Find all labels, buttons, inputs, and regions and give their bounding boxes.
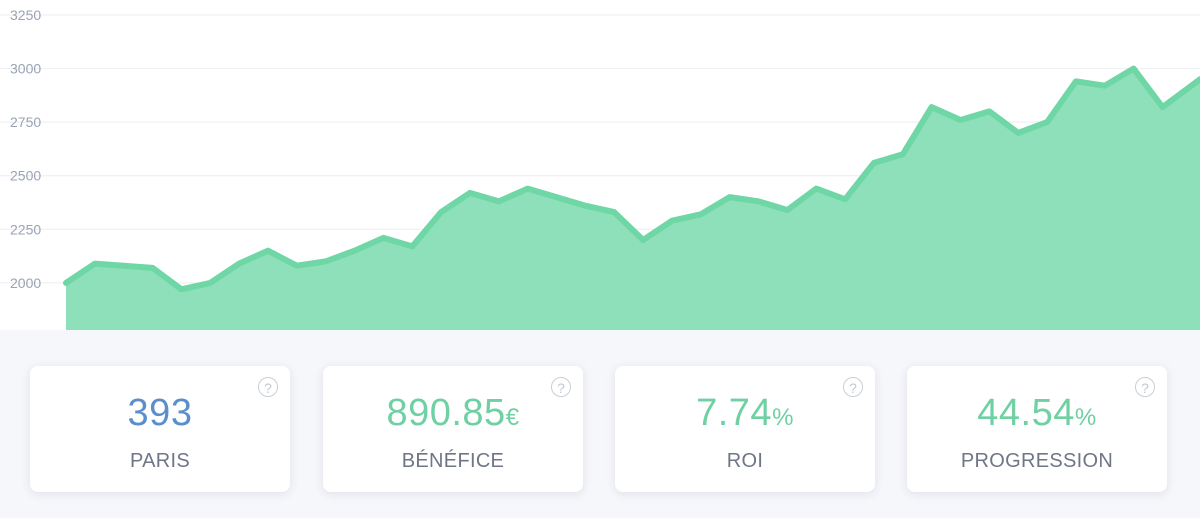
data-point [179, 287, 183, 291]
stat-label: PARIS [129, 450, 191, 472]
y-tick-label: 2000 [10, 275, 41, 291]
data-point [814, 187, 818, 191]
data-point [728, 195, 732, 199]
stat-value: 393 [30, 392, 290, 435]
data-point [93, 262, 97, 266]
data-point [1103, 84, 1107, 88]
data-point [324, 259, 328, 263]
help-circle-icon[interactable]: ? [551, 377, 571, 397]
data-point [583, 204, 587, 208]
data-point [930, 105, 934, 109]
help-circle-icon[interactable]: ? [258, 377, 278, 397]
stat-number: 44.54 [977, 392, 1075, 434]
data-point [959, 118, 963, 122]
data-point [641, 238, 645, 242]
data-point [64, 281, 68, 285]
data-point [1016, 131, 1020, 135]
data-point [757, 199, 761, 203]
data-point [843, 197, 847, 201]
data-point [612, 210, 616, 214]
data-point [872, 161, 876, 165]
profit-line [63, 65, 1200, 293]
y-tick-label: 2500 [10, 168, 41, 184]
data-point [497, 199, 501, 203]
y-tick-label: 3000 [10, 61, 41, 77]
stat-value: 7.74% [615, 392, 875, 435]
data-point [1160, 105, 1164, 109]
y-tick-label: 2750 [10, 114, 41, 130]
data-point [381, 236, 385, 240]
profit-area [66, 68, 1200, 330]
data-point [670, 219, 674, 223]
data-point [266, 249, 270, 253]
stat-number: 393 [127, 392, 193, 434]
data-point [785, 208, 789, 212]
stat-card-roi: ? 7.74% ROI [615, 366, 875, 492]
data-point [555, 195, 559, 199]
data-point [468, 191, 472, 195]
data-point [901, 152, 905, 156]
data-point [237, 262, 241, 266]
stats-cards: ? 393 PARIS ? 890.85€ BÉNÉFICE ? 7.74% R… [30, 366, 1170, 494]
chart-panel: 2000 2250 2500 2750 3000 3250 [0, 7, 1200, 330]
stat-label: ROI [726, 450, 764, 472]
y-tick-label: 3250 [10, 7, 41, 23]
stat-label: BÉNÉFICE [401, 450, 505, 472]
data-point [410, 244, 414, 248]
data-point [151, 266, 155, 270]
stat-card-bets: ? 393 PARIS [30, 366, 290, 492]
stat-unit: % [1074, 404, 1097, 431]
stat-value: 890.85€ [323, 392, 583, 435]
help-circle-icon[interactable]: ? [843, 377, 863, 397]
data-point [1074, 79, 1078, 83]
data-point [1045, 120, 1049, 124]
help-circle-icon[interactable]: ? [1135, 377, 1155, 397]
data-point [122, 264, 126, 268]
stat-unit: % [772, 404, 794, 431]
data-point [699, 212, 703, 216]
stat-unit: € [505, 404, 520, 431]
profit-area-chart: 2000 2250 2500 2750 3000 3250 [0, 7, 1200, 330]
stat-number: 7.74 [696, 392, 773, 434]
data-point [1132, 67, 1136, 71]
data-point [353, 249, 357, 253]
stat-card-progression: ? 44.54% PROGRESSION [907, 366, 1167, 492]
data-point [987, 109, 991, 113]
data-point [208, 281, 212, 285]
y-tick-label: 2250 [10, 221, 41, 237]
data-point [439, 210, 443, 214]
data-point [526, 187, 530, 191]
stat-label: PROGRESSION [960, 450, 1114, 472]
stat-value: 44.54% [907, 392, 1167, 435]
data-point [295, 264, 299, 268]
stat-card-profit: ? 890.85€ BÉNÉFICE [323, 366, 583, 492]
stat-number: 890.85 [386, 392, 506, 434]
